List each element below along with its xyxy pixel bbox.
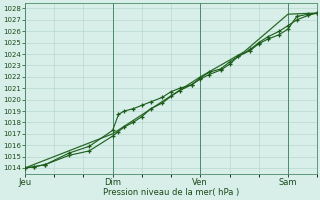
- X-axis label: Pression niveau de la mer( hPa ): Pression niveau de la mer( hPa ): [103, 188, 239, 197]
